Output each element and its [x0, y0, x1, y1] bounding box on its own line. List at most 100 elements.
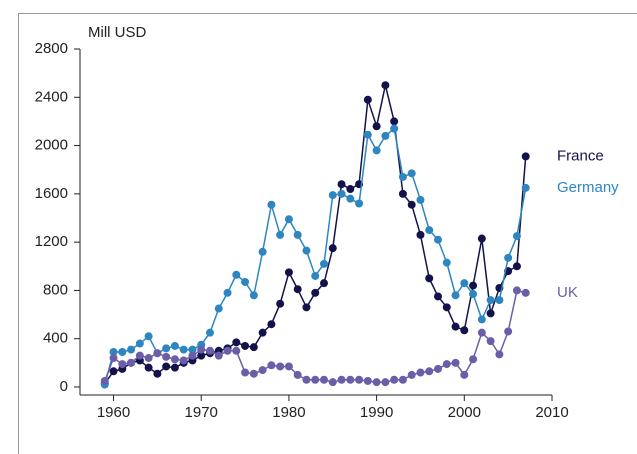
data-point: [284, 268, 293, 277]
data-point: [135, 351, 144, 360]
data-point: [337, 189, 346, 198]
data-point: [512, 286, 521, 295]
data-point: [381, 81, 390, 90]
data-point: [127, 358, 136, 367]
data-point: [425, 367, 434, 376]
x-tick-label: 2000: [448, 404, 481, 421]
x-tick-label: 1970: [185, 404, 218, 421]
frame: [18, 13, 637, 454]
data-point: [206, 346, 214, 355]
y-tick-label: 0: [60, 378, 68, 395]
data-point: [521, 288, 530, 297]
data-point: [293, 370, 302, 379]
data-point: [267, 361, 276, 370]
data-point: [109, 354, 118, 363]
data-point: [188, 345, 197, 354]
data-point: [320, 279, 328, 288]
data-point: [504, 253, 513, 262]
x-tick-label: 1990: [360, 404, 393, 421]
data-point: [442, 360, 451, 369]
data-point: [346, 194, 355, 203]
data-point: [276, 230, 285, 239]
data-point: [460, 279, 469, 288]
data-point: [197, 351, 206, 360]
data-point: [135, 339, 144, 348]
y-tick-label: 400: [43, 330, 68, 347]
data-point: [407, 169, 416, 178]
data-point: [355, 199, 364, 208]
data-point: [188, 351, 197, 360]
data-point: [477, 234, 486, 243]
data-point: [302, 303, 311, 312]
data-point: [249, 369, 258, 378]
data-point: [469, 355, 478, 364]
data-point: [355, 375, 364, 384]
y-tick-label: 2800: [35, 40, 68, 57]
data-point: [197, 345, 206, 354]
data-point: [153, 369, 162, 378]
data-point: [267, 200, 276, 209]
data-point: [144, 354, 153, 363]
data-point: [328, 378, 337, 387]
data-point: [512, 232, 521, 241]
data-point: [328, 191, 337, 200]
data-point: [276, 299, 285, 308]
data-point: [320, 375, 328, 384]
data-point: [486, 309, 495, 318]
data-point: [293, 285, 302, 294]
y-tick-label: 1200: [35, 233, 68, 250]
y-tick-label: 800: [43, 281, 68, 298]
data-point: [127, 345, 136, 354]
data-point: [241, 341, 250, 350]
data-point: [293, 230, 302, 239]
data-point: [153, 349, 162, 358]
data-point: [416, 230, 425, 239]
data-point: [267, 320, 276, 329]
data-point: [390, 124, 399, 133]
data-point: [363, 130, 372, 139]
data-point: [451, 322, 460, 331]
data-point: [477, 328, 486, 337]
data-point: [328, 244, 337, 253]
series-label: UK: [557, 284, 578, 301]
y-tick-label: 2400: [35, 88, 68, 105]
data-point: [442, 303, 451, 312]
data-point: [398, 375, 407, 384]
data-point: [162, 344, 171, 353]
data-point: [258, 247, 267, 256]
data-point: [109, 347, 118, 356]
data-point: [311, 288, 320, 297]
data-point: [442, 258, 451, 267]
data-point: [249, 291, 258, 300]
x-tick-label: 1980: [272, 404, 305, 421]
data-point: [363, 376, 372, 385]
x-tick-label: 2010: [535, 404, 568, 421]
data-point: [495, 296, 504, 305]
data-point: [302, 375, 311, 384]
data-point: [521, 183, 530, 192]
data-point: [416, 368, 425, 377]
data-point: [118, 347, 127, 356]
data-point: [179, 356, 188, 365]
data-point: [311, 271, 320, 280]
series-label: France: [557, 147, 604, 164]
data-point: [232, 338, 241, 347]
series-label: Germany: [557, 179, 619, 196]
data-point: [162, 362, 171, 371]
data-point: [512, 262, 521, 271]
data-point: [100, 376, 109, 385]
data-point: [311, 375, 320, 384]
data-point: [381, 378, 390, 387]
data-point: [223, 288, 232, 297]
data-point: [372, 122, 381, 131]
data-point: [486, 296, 495, 305]
data-point: [486, 337, 495, 346]
data-point: [434, 292, 442, 301]
data-point: [407, 370, 416, 379]
data-point: [162, 352, 171, 361]
data-point: [232, 270, 241, 279]
y-tick-label: 1600: [35, 185, 68, 202]
data-point: [337, 180, 346, 189]
data-point: [214, 351, 223, 360]
